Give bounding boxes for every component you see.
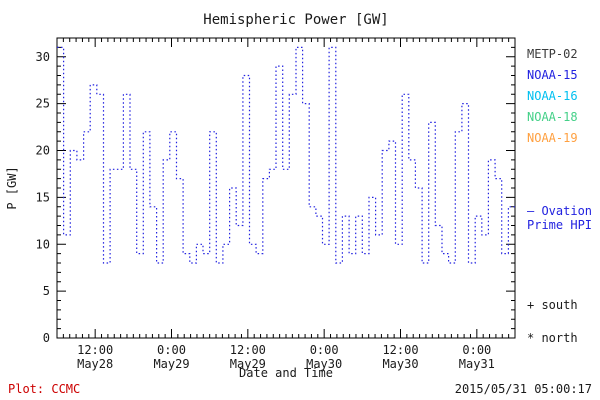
- legend-item-noaa-15: NOAA-15: [527, 68, 578, 82]
- x-axis-title: Date and Time: [239, 366, 333, 380]
- hpi-step-line: [57, 46, 515, 264]
- y-tick-label: 15: [36, 190, 50, 204]
- ovation-legend-line1: – Ovation: [527, 204, 592, 218]
- x-tick-time-label: 0:00: [310, 343, 339, 357]
- y-tick-label: 5: [43, 284, 50, 298]
- satellite-legend: METP-02 NOAA-15 NOAA-16 NOAA-18 NOAA-19: [527, 47, 578, 145]
- plot-timestamp: 2015/05/31 05:00:17: [455, 382, 592, 396]
- south-marker-key: + south: [527, 298, 578, 312]
- axes: [56, 37, 516, 339]
- x-tick-date-label: May29: [230, 357, 266, 371]
- y-tick-label: 20: [36, 144, 50, 158]
- plot-credit: Plot: CCMC: [8, 382, 80, 396]
- y-tick-label: 10: [36, 237, 50, 251]
- legend-item-noaa-18: NOAA-18: [527, 110, 578, 124]
- x-tick-date-label: May31: [459, 357, 495, 371]
- y-tick-label: 0: [43, 331, 50, 345]
- y-tick-label: 30: [36, 50, 50, 64]
- x-tick-time-label: 12:00: [382, 343, 418, 357]
- x-tick-date-label: May30: [382, 357, 418, 371]
- chart-title: Hemispheric Power [GW]: [203, 12, 388, 28]
- legend-item-metp-02: METP-02: [527, 47, 578, 61]
- north-marker-key: * north: [527, 331, 578, 345]
- legend-item-noaa-19: NOAA-19: [527, 131, 578, 145]
- x-tick-time-label: 0:00: [462, 343, 491, 357]
- x-tick-date-label: May28: [77, 357, 113, 371]
- x-tick-time-label: 12:00: [230, 343, 266, 357]
- x-tick-date-label: May29: [153, 357, 189, 371]
- x-tick-date-label: May30: [306, 357, 342, 371]
- ovation-legend-line2: Prime HPI: [527, 218, 592, 232]
- legend-item-noaa-16: NOAA-16: [527, 89, 578, 103]
- y-axis-title: P [GW]: [5, 166, 19, 209]
- x-tick-time-label: 0:00: [157, 343, 186, 357]
- tick-marks: [56, 37, 516, 339]
- y-tick-label: 25: [36, 97, 50, 111]
- plot-frame: [56, 37, 516, 339]
- data-series: [57, 46, 515, 264]
- x-tick-time-label: 12:00: [77, 343, 113, 357]
- tick-labels: 05101520253012:00May280:00May2912:00May2…: [36, 50, 495, 371]
